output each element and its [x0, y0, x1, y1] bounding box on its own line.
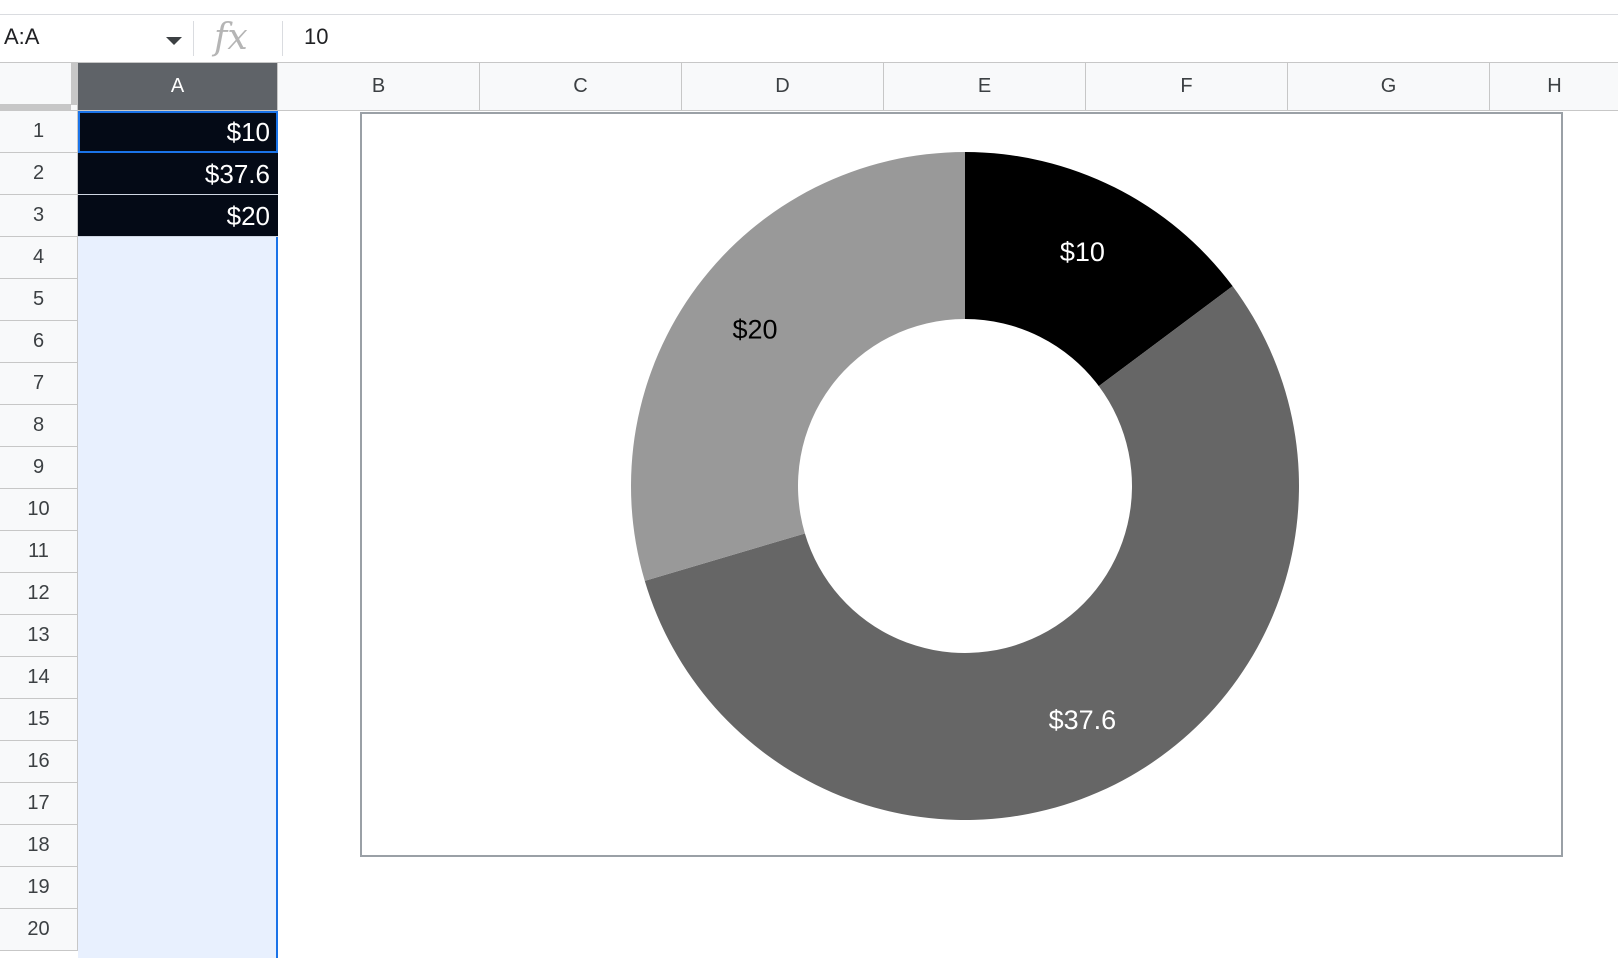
row-header-6[interactable]: 6 [0, 321, 78, 363]
row-header-15[interactable]: 15 [0, 699, 78, 741]
row-header-9[interactable]: 9 [0, 447, 78, 489]
donut-slice-1[interactable] [644, 286, 1299, 821]
donut-slice-0[interactable] [965, 152, 1233, 387]
row-header-14[interactable]: 14 [0, 657, 78, 699]
formula-input[interactable]: 10 [304, 24, 329, 49]
row-header-7[interactable]: 7 [0, 363, 78, 405]
column-header-h[interactable]: H [1490, 63, 1618, 110]
row-header-13[interactable]: 13 [0, 615, 78, 657]
row-header-2[interactable]: 2 [0, 153, 78, 195]
row-header-16[interactable]: 16 [0, 741, 78, 783]
row-header-5[interactable]: 5 [0, 279, 78, 321]
slice-label-1: $37.6 [1049, 705, 1117, 735]
row-header-19[interactable]: 19 [0, 867, 78, 909]
column-header-f[interactable]: F [1086, 63, 1288, 110]
row-header-17[interactable]: 17 [0, 783, 78, 825]
row-header-11[interactable]: 11 [0, 531, 78, 573]
freeze-row-handle[interactable] [0, 104, 71, 110]
column-header-b[interactable]: B [278, 63, 480, 110]
name-box-value[interactable]: A:A [4, 24, 40, 49]
name-box[interactable]: A:A [0, 15, 192, 62]
column-header-c[interactable]: C [480, 63, 682, 110]
row-header-18[interactable]: 18 [0, 825, 78, 867]
chart-svg: $10 $37.6 $20 [631, 152, 1299, 821]
row-header-12[interactable]: 12 [0, 573, 78, 615]
column-a-selection[interactable] [78, 111, 278, 958]
cell-a2[interactable]: $37.6 [78, 153, 278, 195]
formula-bar-divider [282, 21, 283, 56]
slice-label-0: $10 [1060, 237, 1105, 267]
column-header-g[interactable]: G [1288, 63, 1490, 110]
cell-a3[interactable]: $20 [78, 195, 278, 237]
fx-icon: fx [214, 17, 248, 58]
row-header-1[interactable]: 1 [0, 111, 78, 153]
cell-a1[interactable]: $10 [78, 111, 278, 153]
select-all-corner[interactable] [0, 63, 78, 111]
top-divider [0, 14, 1618, 15]
row-header-20[interactable]: 20 [0, 909, 78, 951]
donut-slice-2[interactable] [631, 152, 965, 581]
chevron-down-icon[interactable] [166, 37, 182, 45]
column-header-d[interactable]: D [682, 63, 884, 110]
row-header-8[interactable]: 8 [0, 405, 78, 447]
slice-label-2: $20 [733, 314, 778, 344]
formula-bar: A:A fx 10 [0, 15, 1618, 63]
donut-chart[interactable]: $10 $37.6 $20 [360, 112, 1563, 857]
freeze-column-handle[interactable] [71, 63, 77, 105]
formula-bar-divider [193, 21, 194, 56]
row-header-3[interactable]: 3 [0, 195, 78, 237]
row-header-4[interactable]: 4 [0, 237, 78, 279]
column-header-e[interactable]: E [884, 63, 1086, 110]
row-header-10[interactable]: 10 [0, 489, 78, 531]
column-header-a[interactable]: A [78, 63, 278, 110]
